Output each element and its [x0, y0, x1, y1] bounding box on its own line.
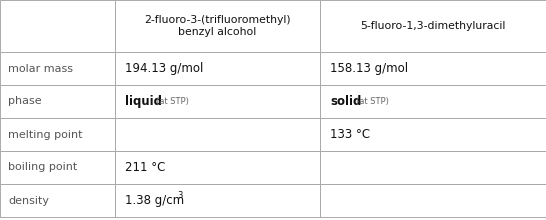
- Bar: [0, 85, 115, 118]
- Text: solid: solid: [330, 95, 361, 108]
- Text: 5-fluoro-1,3-dimethyluracil: 5-fluoro-1,3-dimethyluracil: [360, 21, 506, 31]
- Text: molar mass: molar mass: [8, 64, 73, 73]
- Bar: [320, 118, 546, 151]
- Bar: [320, 0, 546, 52]
- Bar: [320, 184, 546, 217]
- Bar: [320, 151, 546, 184]
- Text: boiling point: boiling point: [8, 163, 77, 172]
- Bar: [115, 0, 320, 52]
- Bar: [115, 184, 320, 217]
- Bar: [0, 0, 115, 52]
- Bar: [320, 52, 546, 85]
- Bar: [115, 118, 320, 151]
- Text: 158.13 g/mol: 158.13 g/mol: [330, 62, 408, 75]
- Text: 1.38 g/cm: 1.38 g/cm: [125, 194, 184, 207]
- Bar: [115, 52, 320, 85]
- Text: phase: phase: [8, 97, 41, 106]
- Bar: [0, 52, 115, 85]
- Text: 133 °C: 133 °C: [330, 128, 370, 141]
- Bar: [115, 85, 320, 118]
- Text: density: density: [8, 196, 49, 205]
- Text: 194.13 g/mol: 194.13 g/mol: [125, 62, 203, 75]
- Bar: [0, 118, 115, 151]
- Bar: [115, 151, 320, 184]
- Text: liquid: liquid: [125, 95, 162, 108]
- Bar: [320, 85, 546, 118]
- Text: 3: 3: [177, 191, 182, 200]
- Text: melting point: melting point: [8, 130, 82, 139]
- Text: (at STP): (at STP): [156, 97, 189, 106]
- Bar: [0, 151, 115, 184]
- Text: 2-fluoro-3-(trifluoromethyl)
benzyl alcohol: 2-fluoro-3-(trifluoromethyl) benzyl alco…: [144, 15, 291, 37]
- Text: (at STP): (at STP): [356, 97, 389, 106]
- Bar: [0, 184, 115, 217]
- Text: 211 °C: 211 °C: [125, 161, 165, 174]
